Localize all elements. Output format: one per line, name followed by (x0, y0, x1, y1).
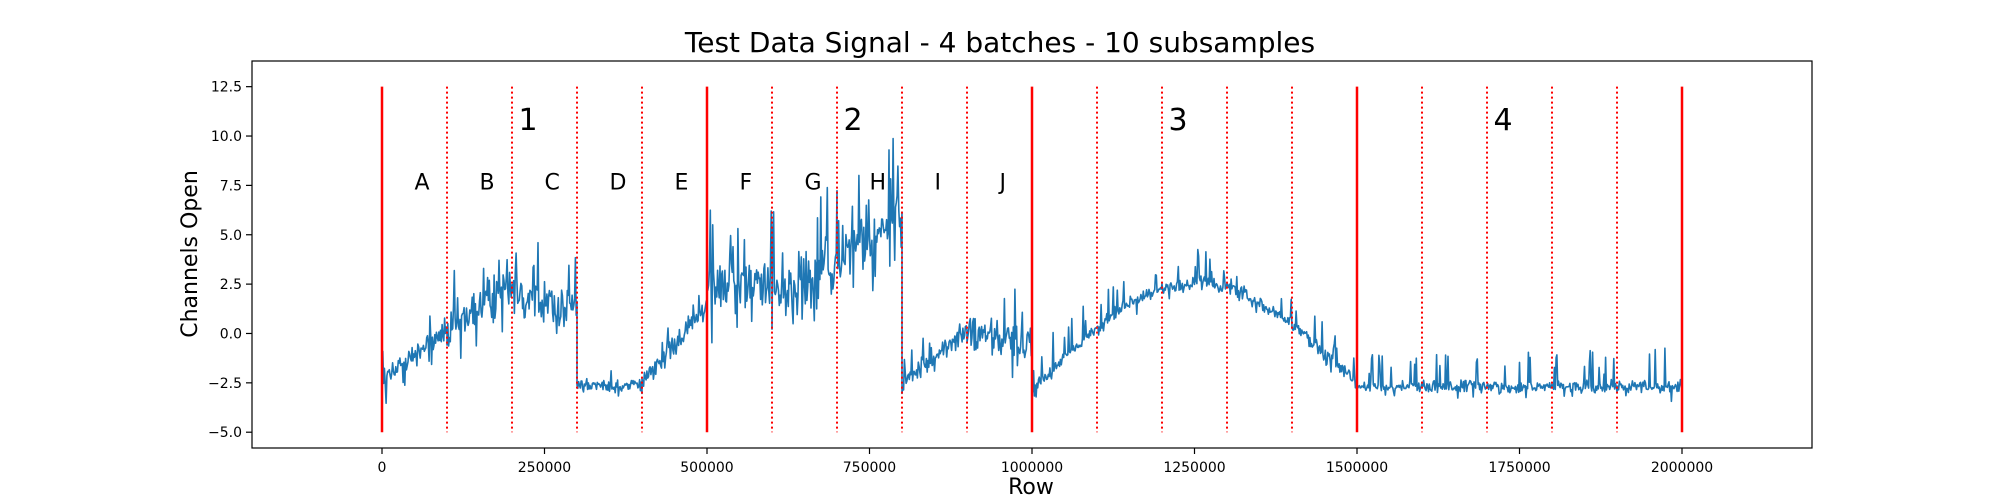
x-tick-label: 1000000 (1001, 460, 1063, 476)
subsample-label: C (545, 170, 560, 195)
x-tick-label: 500000 (680, 460, 733, 476)
batch-label: 1 (519, 103, 538, 138)
subsample-label: B (480, 170, 495, 195)
y-tick-label: 10.0 (211, 129, 242, 145)
boundary-lines (380, 86, 1684, 433)
x-axis: 0 250000 500000 750000 1000000 1250000 1500000… (378, 448, 1713, 476)
y-axis-title: Channels Open (178, 170, 203, 338)
x-tick-label: 750000 (843, 460, 896, 476)
subsample-label: F (740, 170, 753, 195)
y-tick-label: −2.5 (208, 376, 242, 392)
y-tick-label: 7.5 (220, 178, 242, 194)
subsample-label: A (415, 170, 430, 195)
subsample-label: D (610, 170, 627, 195)
y-tick-label: −5.0 (208, 425, 242, 441)
subsample-label: E (675, 170, 689, 195)
batch-label: 4 (1494, 103, 1513, 138)
x-tick-label: 1500000 (1326, 460, 1388, 476)
x-tick-label: 250000 (518, 460, 571, 476)
x-tick-label: 1750000 (1488, 460, 1550, 476)
x-tick-label: 1250000 (1163, 460, 1225, 476)
batch-label: 3 (1169, 103, 1188, 138)
signal-line (381, 137, 1683, 404)
subsample-label: I (935, 170, 942, 195)
x-tick-label: 0 (378, 460, 387, 476)
x-tick-label: 2000000 (1651, 460, 1713, 476)
y-tick-label: 2.5 (220, 277, 242, 293)
y-tick-label: 12.5 (211, 80, 242, 96)
y-tick-label: 5.0 (220, 228, 242, 244)
y-tick-label: 0.0 (220, 326, 242, 342)
y-axis: −5.0 −2.5 0.0 2.5 5.0 7.5 10.0 12.5 (208, 80, 252, 441)
batch-label: 2 (844, 103, 863, 138)
subsample-label: H (870, 170, 887, 195)
subsample-label: G (805, 170, 822, 195)
segment-labels: 1 2 3 4 A B C D E F G H I J (415, 103, 1513, 195)
plot-area: 1 2 3 4 A B C D E F G H I J (251, 60, 1813, 449)
x-axis-title: Row (1008, 475, 1054, 500)
chart-title: Test Data Signal - 4 batches - 10 subsam… (684, 26, 1315, 59)
subsample-label: J (998, 170, 1007, 195)
